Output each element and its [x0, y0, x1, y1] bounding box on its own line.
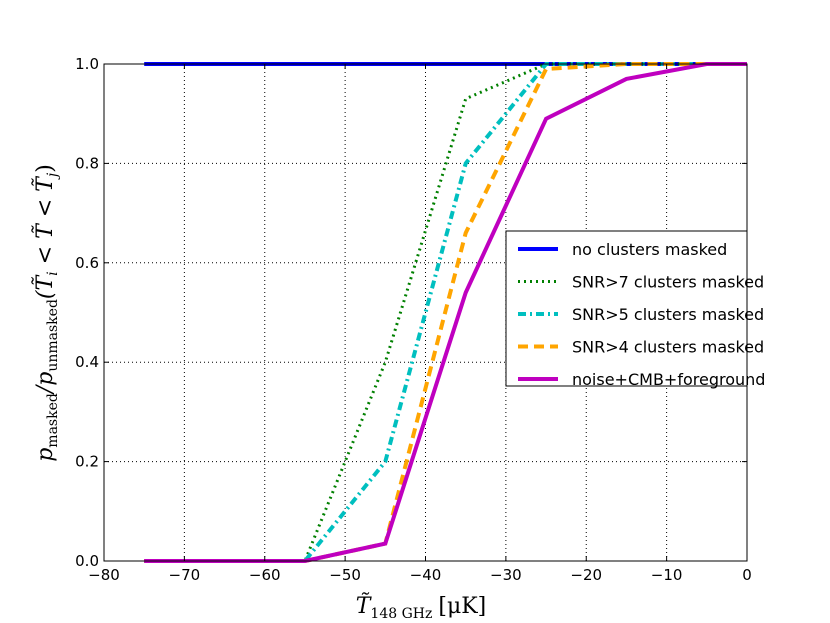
legend-label: SNR>5 clusters masked: [572, 305, 764, 324]
y-tick-label: 0.0: [75, 552, 99, 570]
legend-label: SNR>7 clusters masked: [572, 273, 764, 292]
x-tick-label: −70: [169, 566, 201, 584]
x-tick-label: −80: [88, 566, 120, 584]
x-tick-label: −50: [329, 566, 361, 584]
x-tick-label: −20: [570, 566, 602, 584]
x-tick-label: −10: [651, 566, 683, 584]
legend-label: SNR>4 clusters masked: [572, 338, 764, 357]
x-tick-label: −30: [490, 566, 522, 584]
legend-box: [505, 230, 748, 387]
tick-labels: −80 −70 −60 −50 −40 −30 −20 −10 0 0.0 0.2 0.4 0.6 0.8…: [75, 55, 752, 584]
legend-label: no clusters masked: [572, 240, 727, 259]
y-tick-label: 0.8: [75, 154, 99, 172]
x-tick-label: −60: [249, 566, 281, 584]
y-tick-label: 1.0: [75, 55, 99, 73]
x-tick-label: 0: [742, 566, 752, 584]
y-tick-label: 0.6: [75, 254, 99, 272]
y-axis-title: pmasked/punmasked(T̃i < T̃ < T̃j): [32, 164, 61, 462]
legend: no clusters masked SNR>7 clusters masked S…: [505, 230, 765, 389]
y-tick-label: 0.4: [75, 353, 99, 371]
y-tick-label: 0.2: [75, 453, 99, 471]
x-axis-title: T̃148 GHz [μK]: [356, 593, 487, 622]
legend-label: noise+CMB+foreground: [572, 370, 765, 389]
ticks: [103, 63, 748, 562]
x-tick-label: −40: [410, 566, 442, 584]
